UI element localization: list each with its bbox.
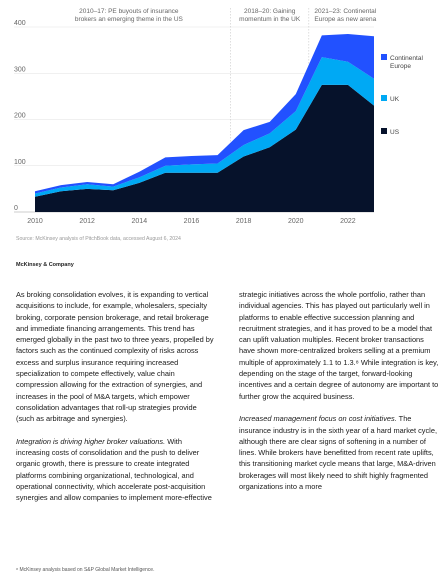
y-axis-labels: 0 100 200 300 400: [14, 20, 26, 212]
right-paragraph-1: strategic initiatives across the whole p…: [239, 290, 439, 401]
right-column: strategic initiatives across the whole p…: [239, 289, 439, 504]
period-annotation: 2021–23: Continental Europe as new arena: [314, 8, 376, 23]
period-annotations: 2010–17: PE buyouts of insurance brokers …: [75, 8, 377, 23]
x-tick-label: 2012: [79, 218, 95, 225]
x-tick-label: 2020: [288, 218, 304, 225]
left-column: As broking consolidation evolves, it is …: [16, 289, 216, 515]
area-us: [35, 84, 374, 212]
x-tick-label: 2016: [184, 218, 200, 225]
y-tick-label: 0: [14, 205, 18, 212]
right-paragraph-2-lead: Increased management focus on cost initi…: [239, 414, 397, 424]
left-paragraph-2-lead: Integration is driving higher broker val…: [16, 436, 166, 446]
left-paragraph-2: Integration is driving higher broker val…: [16, 436, 216, 504]
series-areas: [35, 33, 374, 212]
right-paragraph-2-body: The insurance industry is in the sixth y…: [239, 414, 437, 492]
legend-swatch: [381, 128, 387, 134]
legend-label: Continental Europe: [390, 55, 423, 70]
legend-label: UK: [390, 96, 400, 103]
right-paragraph-2: Increased management focus on cost initi…: [239, 413, 439, 492]
x-tick-label: 2018: [236, 218, 252, 225]
legend-swatch: [381, 54, 387, 60]
x-tick-label: 2014: [132, 218, 148, 225]
left-paragraph-1: As broking consolidation evolves, it is …: [16, 290, 214, 424]
brand-name: McKinsey & Company: [16, 262, 74, 268]
y-tick-label: 300: [14, 66, 26, 73]
legend: Continental Europe UK US: [381, 54, 423, 136]
x-tick-label: 2010: [27, 218, 43, 225]
area-uk: [35, 57, 374, 197]
chart-source: Source: McKinsey analysis of PitchBook d…: [16, 236, 181, 242]
y-tick-label: 400: [14, 20, 26, 27]
x-tick-label: 2022: [340, 218, 356, 225]
footnote: ⁸ McKinsey analysis based on S&P Global …: [16, 567, 155, 573]
area-continental-europe: [35, 33, 374, 194]
period-annotation: 2018–20: Gaining momentum in the UK: [239, 8, 301, 23]
legend-label: US: [390, 129, 400, 136]
legend-swatch: [381, 95, 387, 101]
y-tick-label: 200: [14, 113, 26, 120]
y-tick-label: 100: [14, 159, 26, 166]
x-axis-labels: 2010 2012 2014 2016 2018 2020 2022: [27, 218, 356, 225]
period-annotation: 2010–17: PE buyouts of insurance brokers …: [75, 8, 184, 23]
left-paragraph-2-body: With increasing costs of consolidation a…: [16, 436, 212, 503]
